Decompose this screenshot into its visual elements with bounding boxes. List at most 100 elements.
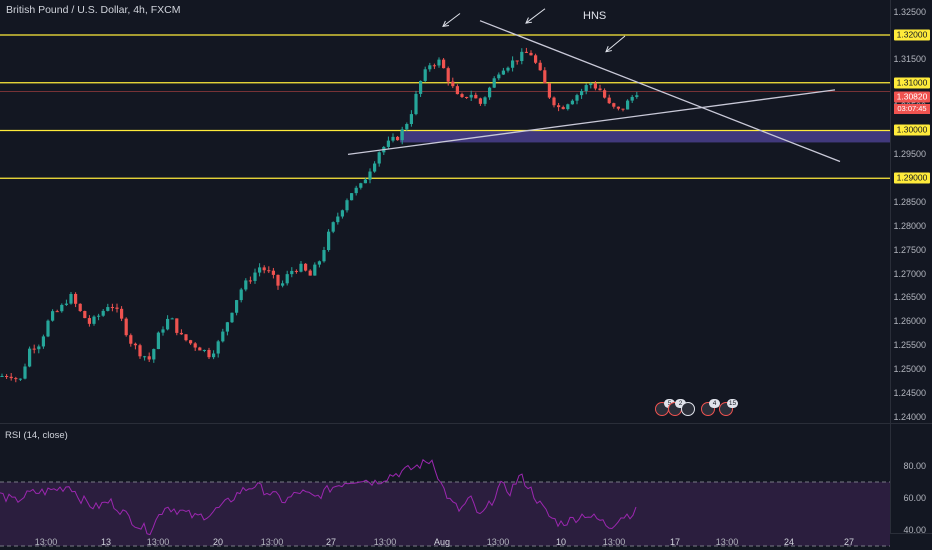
candle-body bbox=[212, 353, 216, 358]
candle-body bbox=[23, 366, 27, 379]
candle-body bbox=[225, 322, 229, 332]
annotation-arrow bbox=[442, 13, 461, 27]
time-axis-label: 13:00 bbox=[146, 537, 170, 547]
annotation-arrow bbox=[605, 35, 626, 53]
time-axis-label: 20 bbox=[212, 537, 224, 547]
candle-body bbox=[409, 114, 413, 124]
candle-body bbox=[64, 303, 68, 305]
candle-body bbox=[258, 267, 262, 273]
time-axis-label: 13:00 bbox=[373, 537, 397, 547]
candle-body bbox=[400, 129, 404, 141]
candle-body bbox=[350, 193, 354, 201]
candle-body bbox=[363, 179, 367, 184]
candle-body bbox=[198, 347, 202, 351]
current-price-tag: 1.30820 bbox=[894, 91, 930, 103]
candle-body bbox=[184, 334, 188, 341]
candle-body bbox=[557, 105, 561, 108]
time-axis-label: Aug bbox=[433, 537, 451, 547]
candle-body bbox=[304, 263, 308, 271]
time-axis-label: 13:00 bbox=[715, 537, 739, 547]
candle-body bbox=[488, 87, 492, 98]
event-count-badge: 4 bbox=[709, 399, 720, 408]
candle-body bbox=[216, 341, 220, 354]
candle-body bbox=[515, 60, 519, 62]
candle-body bbox=[483, 97, 487, 104]
candle-body bbox=[313, 264, 317, 276]
time-axis-label: 24 bbox=[783, 537, 795, 547]
rsi-axis-label: 60.00 bbox=[903, 493, 926, 503]
candle-body bbox=[446, 68, 450, 82]
time-axis-label: 17 bbox=[669, 537, 681, 547]
candle-body bbox=[152, 349, 156, 360]
candle-body bbox=[166, 318, 170, 330]
candle-body bbox=[465, 96, 469, 98]
candle-body bbox=[331, 222, 335, 232]
candle-body bbox=[133, 343, 137, 346]
candle-body bbox=[18, 378, 22, 380]
candle-body bbox=[451, 81, 455, 87]
candle-body bbox=[534, 55, 538, 63]
candle-body bbox=[69, 293, 73, 304]
hns-annotation: HNS bbox=[583, 10, 607, 22]
candle-body bbox=[336, 216, 340, 223]
annotation-arrow-head bbox=[442, 20, 450, 28]
price-axis-label: 1.28500 bbox=[893, 197, 926, 207]
candle-body bbox=[294, 270, 298, 272]
candle-body bbox=[621, 108, 625, 110]
time-axis-label: 27 bbox=[843, 537, 855, 547]
time-axis-label: 10 bbox=[555, 537, 567, 547]
candle-body bbox=[207, 349, 211, 358]
candle-body bbox=[547, 83, 551, 98]
candle-body bbox=[317, 261, 321, 265]
price-axis-label: 1.26000 bbox=[893, 316, 926, 326]
candle-body bbox=[455, 86, 459, 95]
candle-body bbox=[87, 318, 91, 324]
candle-body bbox=[501, 70, 505, 75]
candle-body bbox=[244, 280, 248, 290]
candle-body bbox=[101, 310, 105, 316]
candle-body bbox=[175, 318, 179, 333]
candle-body bbox=[0, 376, 4, 378]
candle-body bbox=[423, 69, 427, 81]
rsi-line bbox=[0, 458, 637, 536]
candle-body bbox=[520, 51, 524, 62]
candle-body bbox=[584, 85, 588, 92]
candle-body bbox=[170, 318, 174, 320]
candle-body bbox=[437, 59, 441, 66]
time-axis-label: 13 bbox=[100, 537, 112, 547]
candle-body bbox=[276, 274, 280, 286]
candle-body bbox=[612, 103, 616, 107]
candle-body bbox=[396, 136, 400, 141]
candle-body bbox=[239, 289, 243, 301]
candle-body bbox=[469, 94, 473, 98]
price-axis-label: 1.27000 bbox=[893, 269, 926, 279]
candle-body bbox=[492, 78, 496, 88]
candle-body bbox=[92, 316, 96, 324]
time-axis-label: 13:00 bbox=[486, 537, 510, 547]
candle-body bbox=[202, 349, 206, 351]
candle-body bbox=[506, 67, 510, 71]
candle-body bbox=[299, 263, 303, 272]
candle-body bbox=[138, 345, 142, 357]
candle-body bbox=[51, 311, 55, 321]
candle-body bbox=[124, 318, 128, 336]
candle-body bbox=[271, 270, 275, 275]
time-axis-label: 13:00 bbox=[260, 537, 284, 547]
candle-body bbox=[129, 335, 133, 344]
candle-body bbox=[14, 378, 18, 380]
candle-body bbox=[97, 315, 101, 317]
price-axis-label: 1.29500 bbox=[893, 149, 926, 159]
candle-body bbox=[529, 52, 533, 56]
candle-body bbox=[221, 331, 225, 342]
annotation-arrow bbox=[525, 8, 546, 24]
candle-body bbox=[373, 163, 377, 172]
candle-body bbox=[161, 329, 165, 333]
time-axis-label: 27 bbox=[325, 537, 337, 547]
eu-flag-event-icon[interactable] bbox=[681, 402, 695, 416]
candle-body bbox=[566, 104, 570, 110]
candle-body bbox=[630, 96, 634, 101]
candle-body bbox=[543, 70, 547, 84]
level-tag-1-31: 1.31000 bbox=[894, 77, 930, 89]
candle-body bbox=[589, 83, 593, 86]
